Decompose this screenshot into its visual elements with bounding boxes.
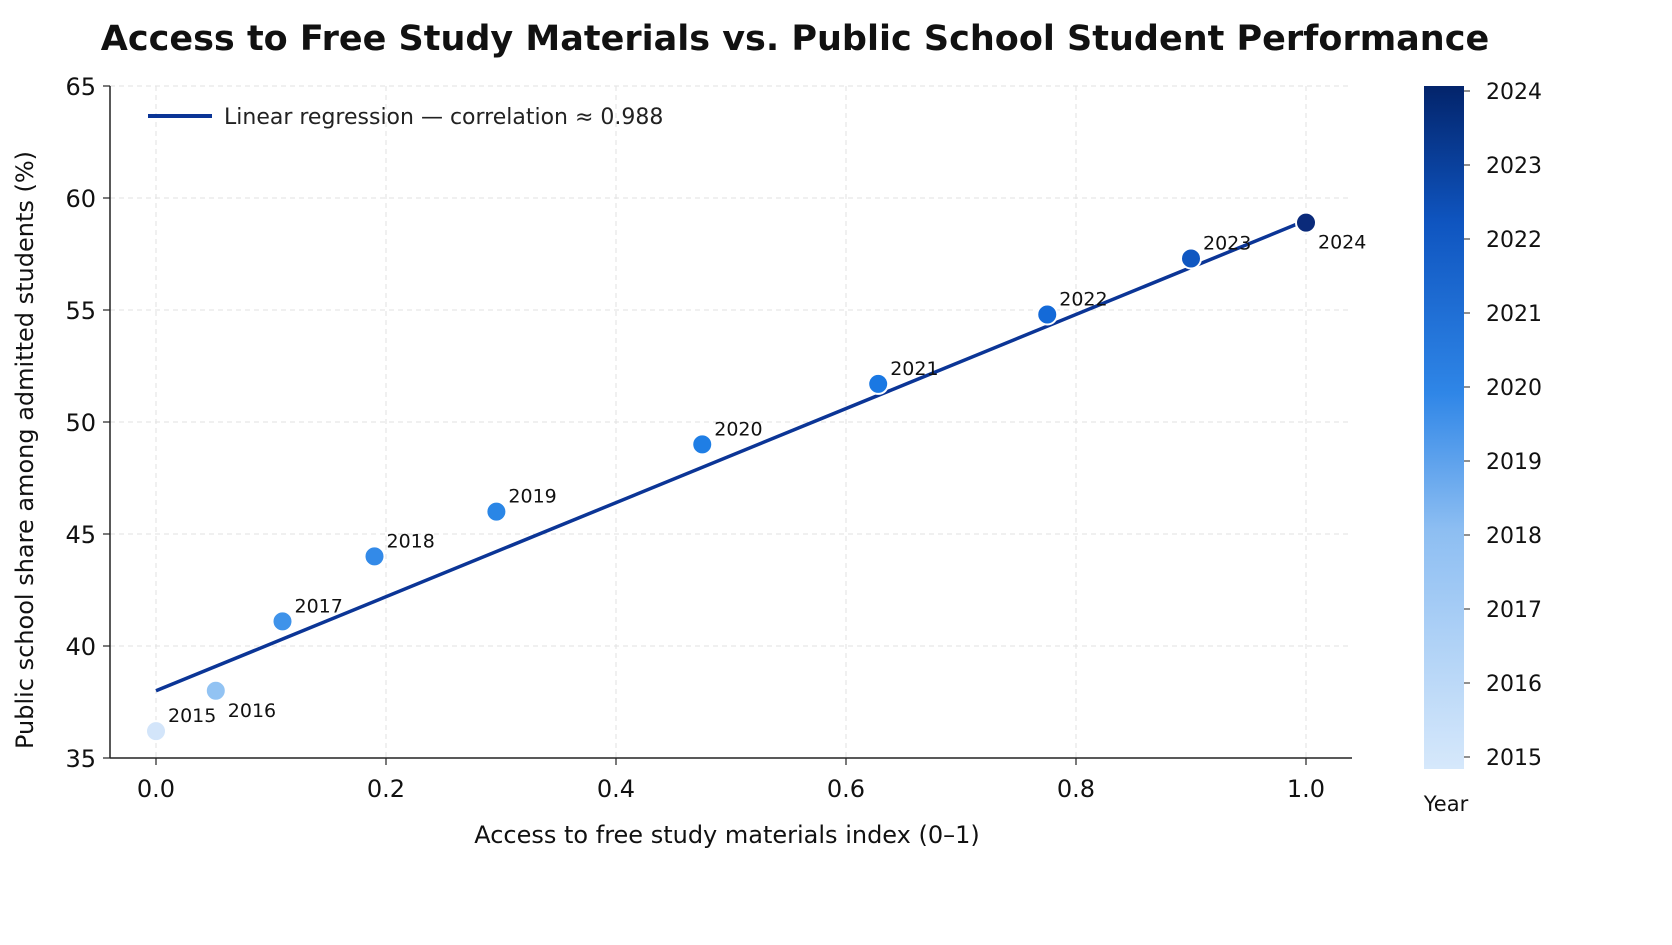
y-axis-label: Public school share among admitted stude… <box>11 151 39 749</box>
y-tick-label: 50 <box>65 409 96 437</box>
y-tick-label: 40 <box>65 633 96 661</box>
data-point <box>145 720 167 743</box>
colorbar-gradient <box>1424 86 1464 769</box>
x-axis-ticks: 0.0 0.2 0.4 0.6 0.8 1.0 <box>137 758 1325 803</box>
y-tick-label: 55 <box>65 297 96 325</box>
point-label: 2020 <box>714 418 762 440</box>
colorbar-tick-label: 2024 <box>1486 80 1542 105</box>
legend: Linear regression — correlation ≈ 0.988 <box>148 105 663 130</box>
x-axis-label: Access to free study materials index (0–… <box>474 821 980 849</box>
data-point <box>867 372 890 395</box>
x-tick-label: 0.2 <box>367 775 405 803</box>
point-label: 2024 <box>1318 232 1366 254</box>
grid-lines <box>110 85 1352 759</box>
colorbar: 2015 2016 2017 2018 2019 2020 2021 2022 2023 2024… <box>1423 80 1542 816</box>
data-point <box>1180 247 1202 270</box>
data-point <box>691 433 714 456</box>
data-point <box>363 545 386 568</box>
point-labels: 2015 2016 2017 2018 2019 2020 2021 2022 2023 2024 <box>168 232 1366 727</box>
y-tick-label: 35 <box>65 745 96 773</box>
data-point <box>1036 303 1059 326</box>
y-tick-label: 45 <box>65 521 96 549</box>
y-tick-label: 60 <box>65 185 96 213</box>
point-label: 2023 <box>1203 232 1251 254</box>
point-label: 2021 <box>890 358 938 380</box>
data-point <box>485 500 508 523</box>
y-axis-ticks: 35 40 45 50 55 60 65 <box>65 73 110 773</box>
regression-line <box>155 218 1307 693</box>
data-point <box>271 610 294 633</box>
point-label: 2016 <box>228 700 276 722</box>
colorbar-tick-label: 2023 <box>1486 154 1542 179</box>
x-tick-label: 0.4 <box>597 775 635 803</box>
colorbar-ticks: 2015 2016 2017 2018 2019 2020 2021 2022 2023 2024 <box>1464 80 1542 771</box>
data-point <box>1295 211 1317 234</box>
data-points <box>145 211 1317 743</box>
colorbar-tick-label: 2021 <box>1486 302 1542 327</box>
point-label: 2022 <box>1059 288 1107 310</box>
colorbar-tick-label: 2022 <box>1486 228 1542 253</box>
point-label: 2015 <box>168 705 216 727</box>
regression-line-group <box>155 218 1307 693</box>
x-tick-label: 1.0 <box>1287 775 1325 803</box>
x-tick-label: 0.8 <box>1057 775 1095 803</box>
x-tick-label: 0.6 <box>827 775 865 803</box>
point-label: 2019 <box>508 486 556 508</box>
colorbar-label: Year <box>1423 792 1469 816</box>
colorbar-tick-label: 2017 <box>1486 598 1542 623</box>
chart-title: Access to Free Study Materials vs. Publi… <box>101 19 1489 59</box>
colorbar-tick-label: 2019 <box>1486 450 1542 475</box>
y-tick-label: 65 <box>65 73 96 101</box>
x-tick-label: 0.0 <box>137 775 175 803</box>
colorbar-tick-label: 2018 <box>1486 524 1542 549</box>
colorbar-tick-label: 2020 <box>1486 376 1542 401</box>
colorbar-tick-label: 2016 <box>1486 672 1542 697</box>
point-label: 2018 <box>387 530 435 552</box>
data-point <box>204 679 227 702</box>
point-label: 2017 <box>295 595 343 617</box>
legend-label: Linear regression — correlation ≈ 0.988 <box>224 105 663 130</box>
colorbar-tick-label: 2015 <box>1486 746 1542 771</box>
